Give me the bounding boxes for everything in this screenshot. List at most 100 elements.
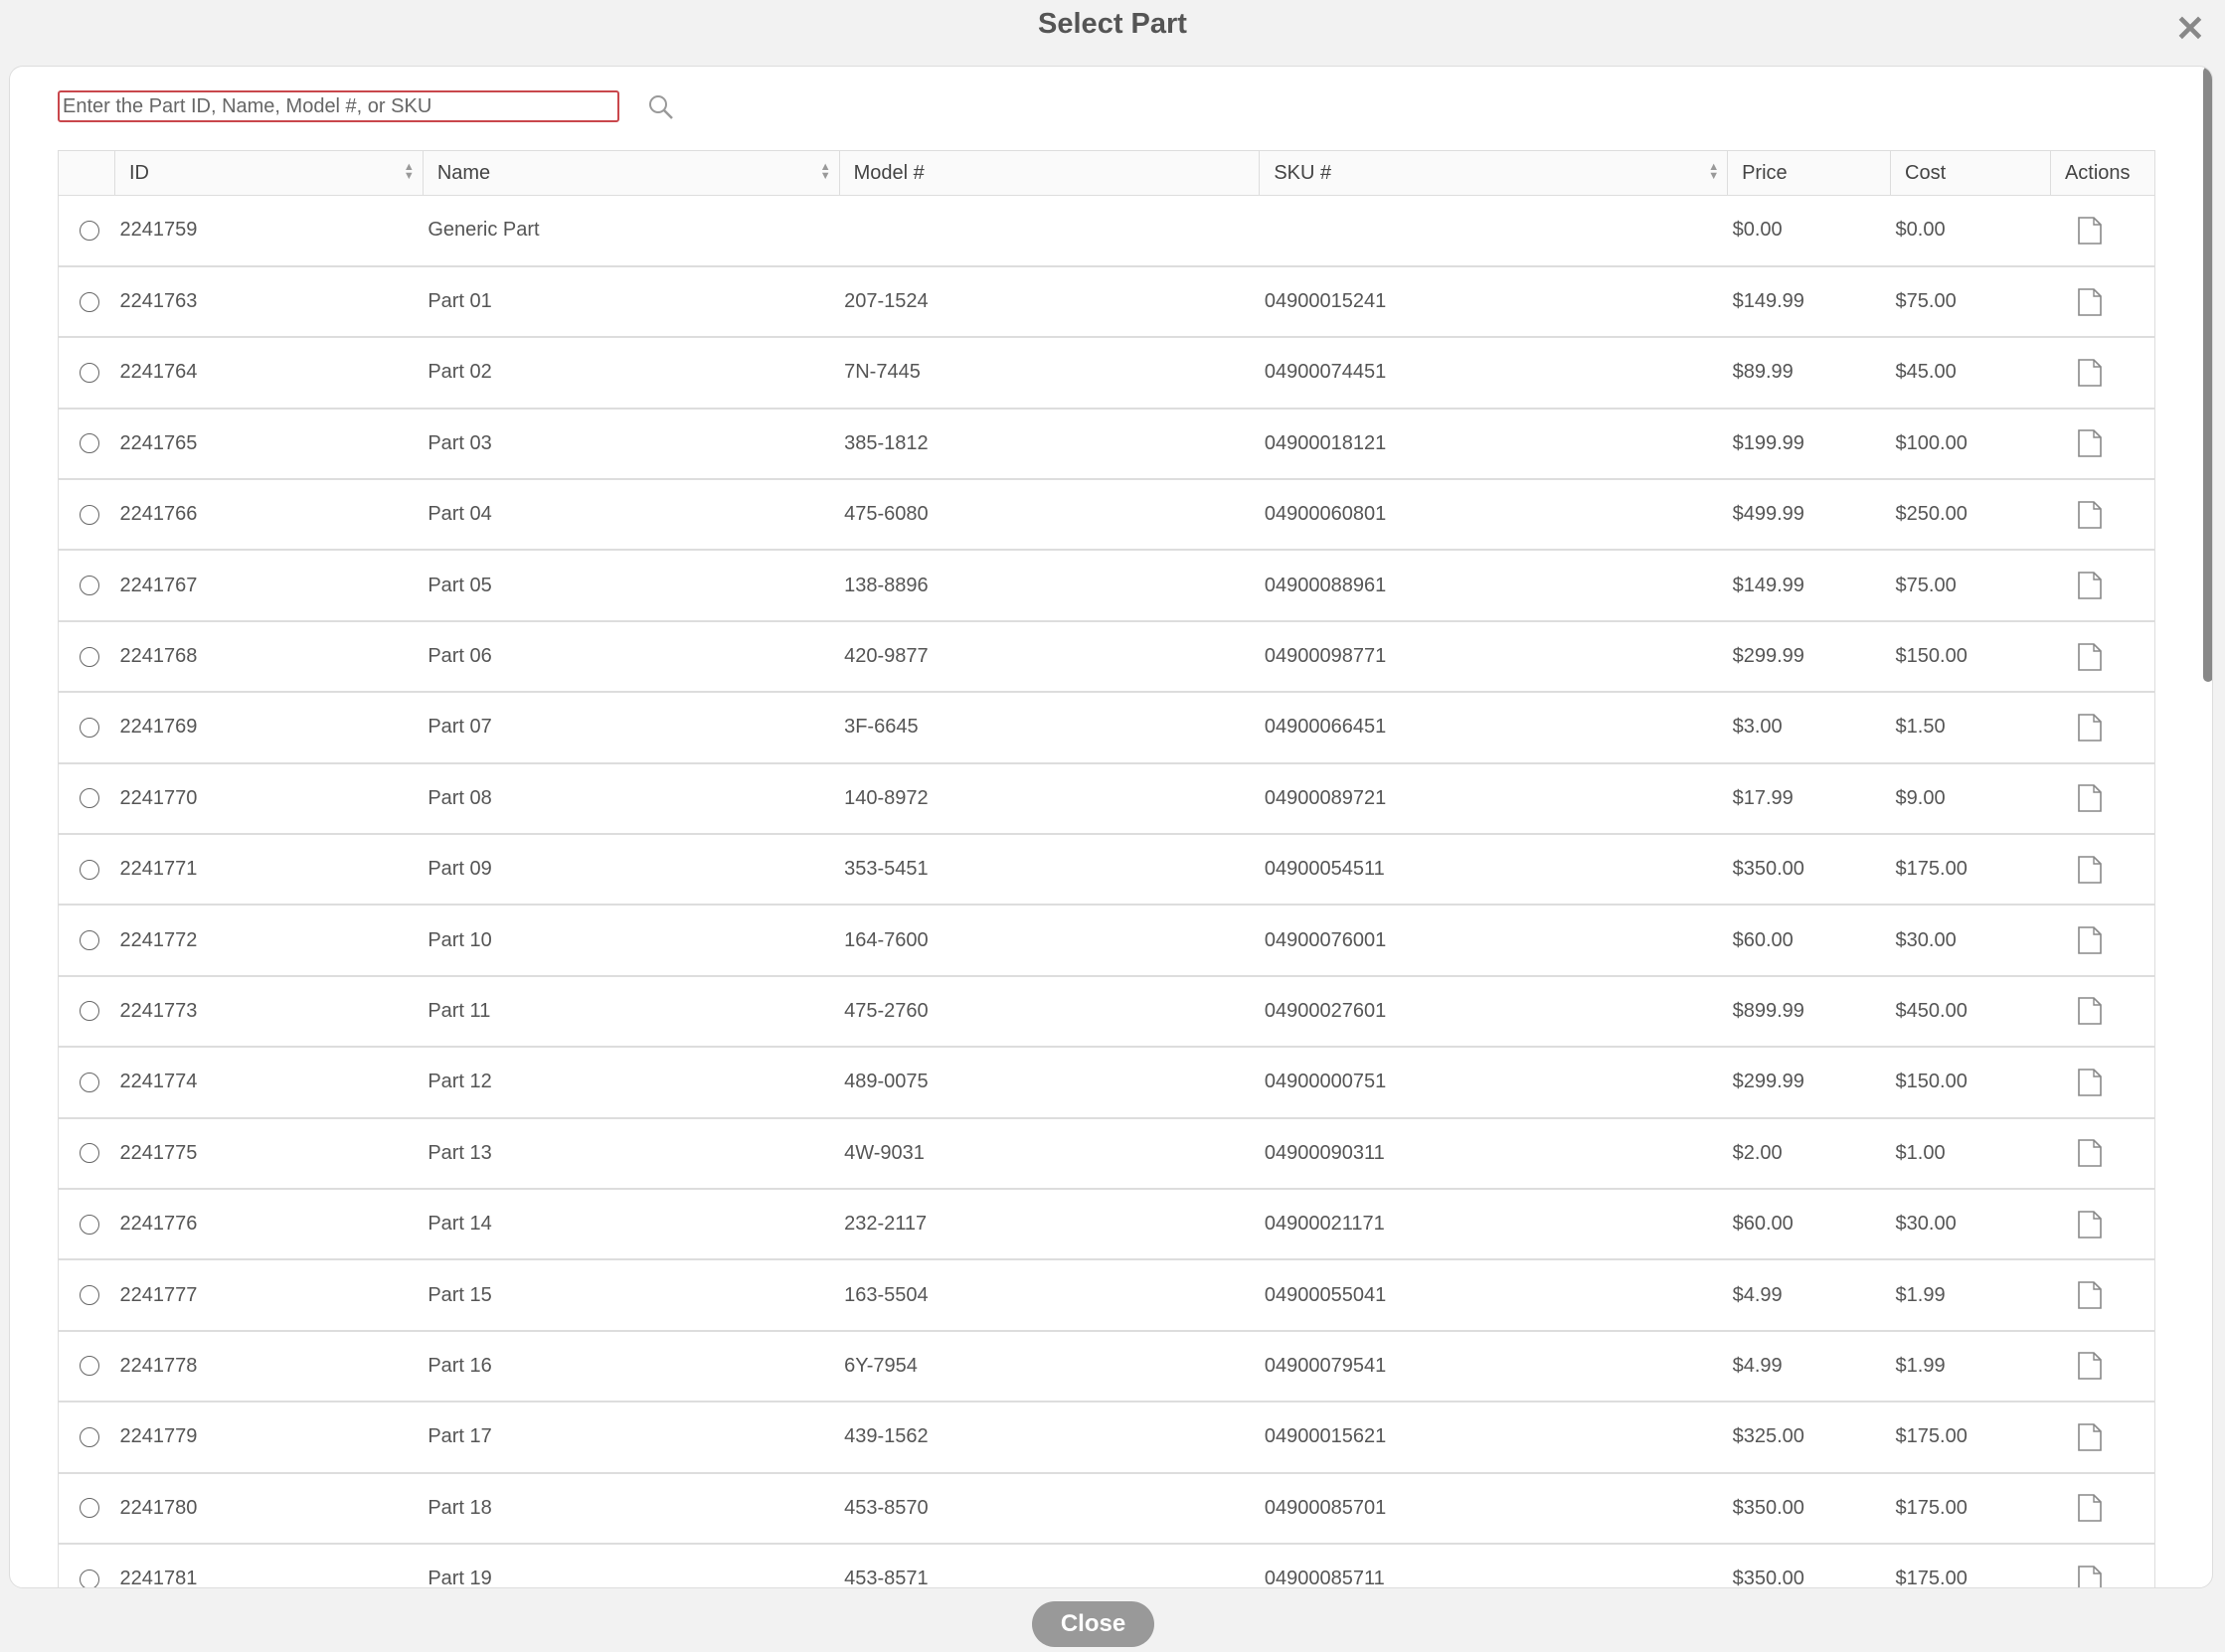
part-id: 2241763 (114, 265, 424, 339)
row-radio[interactable] (80, 1426, 99, 1447)
table-row[interactable]: 2241769 Part 07 3F-6645 04900066451 $3.00 $1.… (58, 692, 2156, 764)
document-icon[interactable] (2077, 287, 2103, 317)
cost: $175.00 (1890, 1543, 2051, 1587)
actions-cell (2050, 479, 2156, 552)
row-radio[interactable] (80, 362, 99, 383)
row-radio[interactable] (80, 717, 99, 738)
table-row[interactable]: 2241770 Part 08 140-8972 04900089721 $17.99 $… (58, 762, 2156, 836)
select-cell (58, 1402, 115, 1474)
cost: $175.00 (1890, 1472, 2051, 1545)
cost: $150.00 (1890, 620, 2051, 694)
part-name: Part 18 (423, 1472, 840, 1545)
table-row[interactable]: 2241779 Part 17 439-1562 04900015621 $325.00… (58, 1402, 2156, 1474)
sort-icon[interactable]: ▲ ▼ (819, 161, 831, 182)
row-radio[interactable] (80, 788, 99, 809)
document-icon[interactable] (2077, 500, 2103, 530)
table-row[interactable]: 2241771 Part 09 353-5451 04900054511 $350.00… (58, 834, 2156, 907)
table-row[interactable]: 2241781 Part 19 453-8571 04900085711 $350.00… (58, 1543, 2156, 1588)
table-row[interactable]: 2241764 Part 02 7N-7445 04900074451 $89.99 $4… (58, 337, 2156, 410)
table-row[interactable]: 2241777 Part 15 163-5504 04900055041 $4.99 $1… (58, 1259, 2156, 1332)
model-number: 207-1524 (839, 265, 1260, 339)
document-icon[interactable] (2077, 358, 2103, 388)
search-input[interactable] (58, 90, 619, 122)
row-radio[interactable] (80, 1569, 99, 1587)
model-number (839, 195, 1260, 267)
table-row[interactable]: 2241765 Part 03 385-1812 04900018121 $199.99… (58, 408, 2156, 481)
row-radio[interactable] (80, 220, 99, 241)
table-row[interactable]: 2241774 Part 12 489-0075 04900000751 $299.99… (58, 1047, 2156, 1119)
table-row[interactable]: 2241759 Generic Part $0.00 $0.00 (58, 195, 2156, 267)
table-row[interactable]: 2241773 Part 11 475-2760 04900027601 $899.99… (58, 975, 2156, 1049)
document-icon[interactable] (2077, 1138, 2103, 1168)
column-header-sku[interactable]: SKU # ▲ ▼ (1259, 150, 1729, 196)
document-icon[interactable] (2077, 1493, 2103, 1523)
table-row[interactable]: 2241776 Part 14 232-2117 04900021171 $60.00 $… (58, 1188, 2156, 1261)
sku-number: 04900066451 (1259, 692, 1728, 764)
price: $350.00 (1727, 834, 1891, 907)
row-radio[interactable] (80, 1001, 99, 1022)
row-radio[interactable] (80, 859, 99, 880)
sku-number: 04900088961 (1259, 550, 1728, 622)
document-icon[interactable] (2077, 783, 2103, 813)
model-number: 353-5451 (839, 834, 1260, 907)
dialog-panel: ID ▲▼ Name ▲▼ Model # SKU # ▲▼ Price Cost Actions… (9, 66, 2213, 1588)
row-radio[interactable] (80, 646, 99, 667)
table-row[interactable]: 2241775 Part 13 4W-9031 04900090311 $2.00 $1.… (58, 1117, 2156, 1190)
sku-number: 04900054511 (1259, 834, 1728, 907)
row-radio[interactable] (80, 930, 99, 951)
price: $2.00 (1727, 1117, 1891, 1190)
price: $149.99 (1727, 550, 1891, 622)
part-name: Part 16 (423, 1330, 840, 1404)
table-row[interactable]: 2241766 Part 04 475-6080 04900060801 $499.99… (58, 479, 2156, 552)
part-name: Part 10 (423, 905, 840, 977)
document-icon[interactable] (2077, 571, 2103, 600)
table-row[interactable]: 2241780 Part 18 453-8570 04900085701 $350.00… (58, 1472, 2156, 1545)
table-row[interactable]: 2241763 Part 01 207-1524 04900015241 $149.99… (58, 265, 2156, 339)
column-header-model: Model # (838, 150, 1261, 196)
document-icon[interactable] (2077, 428, 2103, 458)
table-row[interactable]: 2241768 Part 06 420-9877 04900098771 $299.99… (58, 620, 2156, 694)
row-radio[interactable] (80, 1498, 99, 1519)
model-number: 453-8570 (839, 1472, 1260, 1545)
close-icon[interactable]: ✕ (2174, 8, 2206, 49)
table-row[interactable]: 2241772 Part 10 164-7600 04900076001 $60.00 $… (58, 905, 2156, 977)
table-row[interactable]: 2241767 Part 05 138-8896 04900088961 $149.99… (58, 550, 2156, 622)
document-icon[interactable] (2077, 1422, 2103, 1452)
close-button[interactable]: Close (1032, 1601, 1154, 1647)
column-header-name[interactable]: Name ▲ ▼ (422, 150, 840, 196)
model-number: 489-0075 (839, 1047, 1260, 1119)
document-icon[interactable] (2077, 1210, 2103, 1239)
document-icon[interactable] (2077, 713, 2103, 743)
search-icon[interactable] (646, 92, 676, 122)
column-label: ID (128, 161, 149, 184)
document-icon[interactable] (2077, 1565, 2103, 1588)
sort-icon[interactable]: ▲ ▼ (403, 161, 415, 182)
row-radio[interactable] (80, 1356, 99, 1377)
document-icon[interactable] (2077, 996, 2103, 1026)
sort-icon[interactable]: ▲ ▼ (1708, 161, 1720, 182)
document-icon[interactable] (2077, 1280, 2103, 1310)
document-icon[interactable] (2077, 642, 2103, 672)
document-icon[interactable] (2077, 855, 2103, 885)
column-header-id[interactable]: ID ▲ ▼ (113, 150, 424, 196)
document-icon[interactable] (2077, 925, 2103, 955)
row-radio[interactable] (80, 576, 99, 596)
scrollbar[interactable] (2203, 67, 2212, 682)
row-radio[interactable] (80, 1214, 99, 1235)
sku-number: 04900090311 (1259, 1117, 1728, 1190)
table-row[interactable]: 2241778 Part 16 6Y-7954 04900079541 $4.99 $1.… (58, 1330, 2156, 1404)
row-radio[interactable] (80, 291, 99, 312)
document-icon[interactable] (2077, 1068, 2103, 1097)
price: $350.00 (1727, 1472, 1891, 1545)
row-radio[interactable] (80, 1285, 99, 1306)
column-header-actions: Actions (2049, 150, 2156, 196)
part-id: 2241776 (114, 1188, 424, 1261)
row-radio[interactable] (80, 504, 99, 525)
row-radio[interactable] (80, 1143, 99, 1164)
document-icon[interactable] (2077, 1351, 2103, 1381)
sku-number: 04900076001 (1259, 905, 1728, 977)
row-radio[interactable] (80, 1072, 99, 1092)
row-radio[interactable] (80, 433, 99, 454)
document-icon[interactable] (2077, 216, 2103, 246)
select-cell (58, 479, 115, 552)
